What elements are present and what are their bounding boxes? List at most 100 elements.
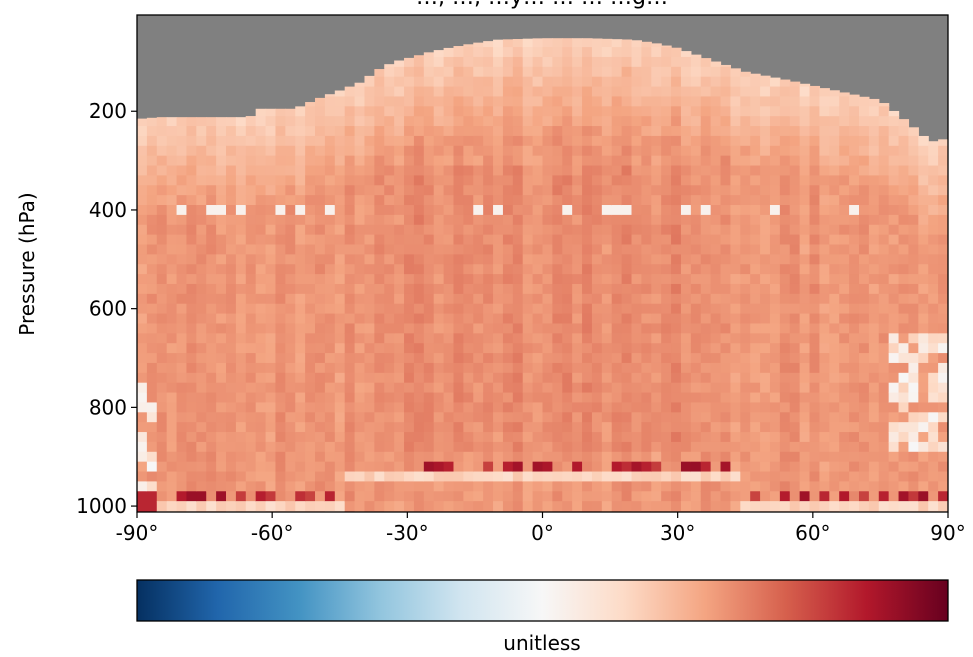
heatmap-cell [868,116,880,127]
heatmap-cell [473,76,484,88]
heatmap-cell [878,106,890,117]
heatmap-cell [265,145,277,157]
heatmap-cell [156,333,168,344]
heatmap-cell [483,96,494,107]
heatmap-cell [226,382,237,394]
heatmap-cell [156,323,168,334]
heatmap-cell [483,491,494,502]
heatmap-cell [769,77,781,88]
heatmap-cell [305,461,316,473]
heatmap-cell [542,343,553,354]
heatmap-cell [364,106,375,117]
heatmap-cell [908,244,919,255]
heatmap-cell [374,69,385,78]
heatmap-cell [799,126,811,137]
heatmap-cell [750,214,761,226]
heatmap-cell [354,244,366,255]
heatmap-cell [819,234,830,246]
heatmap-cell [166,392,178,404]
heatmap-cell [858,145,870,157]
heatmap-cell [374,185,385,196]
heatmap-cell [819,185,830,196]
heatmap-cell [137,145,148,157]
heatmap-cell [799,155,811,167]
heatmap-cell [621,224,633,236]
heatmap-cell [374,86,385,98]
heatmap-cell [661,195,672,206]
heatmap-cell [661,283,672,295]
heatmap-cell [671,106,682,117]
heatmap-cell [305,481,316,492]
heatmap-cell [532,135,544,147]
heatmap-cell [641,461,652,473]
heatmap-cell [463,44,474,48]
heatmap-cell [512,86,524,98]
heatmap-cell [226,145,237,157]
heatmap-cell [166,224,178,236]
heatmap-cell [176,422,188,433]
heatmap-cell [433,175,445,186]
heatmap-cell [710,106,722,117]
heatmap-cell [799,116,811,127]
y-axis-label: Pressure (hPa) [15,192,39,335]
heatmap-cell [176,362,188,374]
heatmap-cell [779,353,791,364]
heatmap-cell [769,264,781,275]
heatmap-cell [354,353,366,364]
heatmap-cell [680,214,692,226]
heatmap-cell [374,451,385,463]
heatmap-cell [384,264,395,275]
heatmap-cell [651,491,662,502]
heatmap-cell [819,412,830,423]
heatmap-cell [730,343,741,354]
heatmap-cell [512,461,524,473]
heatmap-cell [384,471,395,482]
heatmap-cell [384,96,395,107]
heatmap-cell [344,362,356,374]
heatmap-cell [878,313,890,325]
heatmap-cell [334,234,346,246]
heatmap-cell [918,491,929,502]
heatmap-cell [542,96,553,107]
heatmap-cell [671,461,682,473]
heatmap-cell [819,471,830,482]
heatmap-cell [730,155,741,167]
heatmap-cell [918,333,929,344]
heatmap-cell [611,343,623,354]
heatmap-cell [255,135,267,147]
heatmap-cell [542,362,553,374]
heatmap-cell [305,214,316,226]
heatmap-cell [512,293,524,305]
heatmap-cell [344,392,356,404]
heatmap-cell [512,451,524,463]
heatmap-cell [384,224,395,236]
heatmap-cell [562,145,573,157]
heatmap-cell [522,481,534,492]
heatmap-cell [453,471,464,482]
heatmap-cell [542,126,553,137]
heatmap-cell [582,195,593,206]
heatmap-cell [671,185,682,196]
heatmap-cell [443,422,455,433]
heatmap-cell [819,224,830,236]
heatmap-cell [443,491,455,502]
heatmap-cell [216,412,227,423]
heatmap-cell [255,116,267,127]
heatmap-cell [532,224,544,236]
heatmap-cell [562,293,573,305]
heatmap-cell [226,205,237,216]
heatmap-cell [404,441,415,453]
heatmap-cell [275,254,286,265]
heatmap-cell [779,392,791,404]
heatmap-cell [858,353,870,364]
heatmap-cell [651,392,662,404]
heatmap-cell [799,481,811,492]
x-tick-label: -90° [116,521,159,545]
heatmap-cell [394,274,405,285]
heatmap-cell [671,86,682,98]
heatmap-cell [819,175,830,186]
heatmap-cell [334,145,346,157]
heatmap-cell [829,491,840,502]
heatmap-cell [334,382,346,394]
heatmap-cell [522,501,534,512]
